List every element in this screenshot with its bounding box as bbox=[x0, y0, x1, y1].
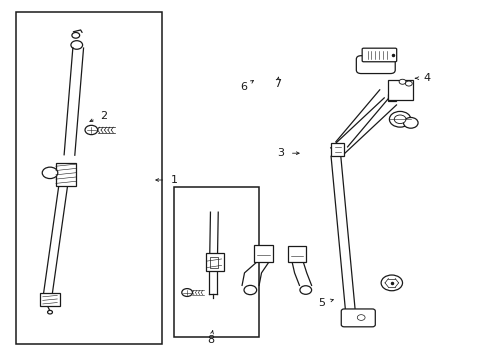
Text: 7: 7 bbox=[273, 78, 281, 89]
FancyBboxPatch shape bbox=[341, 309, 374, 327]
Circle shape bbox=[85, 125, 98, 135]
Circle shape bbox=[398, 79, 405, 84]
Bar bbox=[254, 245, 272, 262]
Text: 2: 2 bbox=[100, 111, 107, 121]
Bar bbox=[387, 80, 412, 100]
Bar bbox=[330, 143, 343, 156]
Text: 8: 8 bbox=[206, 335, 214, 345]
Circle shape bbox=[47, 310, 52, 314]
Bar bbox=[210, 257, 218, 267]
Bar bbox=[287, 246, 305, 262]
Circle shape bbox=[72, 32, 80, 38]
Circle shape bbox=[182, 289, 192, 296]
Circle shape bbox=[405, 81, 411, 86]
Circle shape bbox=[388, 111, 410, 127]
Bar bbox=[387, 94, 395, 102]
Bar bbox=[16, 12, 162, 344]
Text: 4: 4 bbox=[423, 73, 429, 83]
Circle shape bbox=[299, 286, 311, 294]
Circle shape bbox=[393, 115, 405, 123]
Bar bbox=[40, 293, 60, 306]
Text: 5: 5 bbox=[317, 298, 324, 308]
Bar bbox=[174, 187, 259, 337]
Bar bbox=[205, 253, 224, 271]
Text: 3: 3 bbox=[277, 148, 284, 158]
Circle shape bbox=[244, 285, 256, 295]
Circle shape bbox=[403, 117, 417, 128]
Circle shape bbox=[42, 167, 58, 179]
Circle shape bbox=[380, 275, 402, 291]
Text: 6: 6 bbox=[240, 82, 246, 92]
Circle shape bbox=[357, 315, 365, 320]
Text: 1: 1 bbox=[170, 175, 177, 185]
Bar bbox=[56, 163, 76, 186]
Circle shape bbox=[71, 41, 82, 49]
FancyBboxPatch shape bbox=[362, 48, 396, 62]
FancyBboxPatch shape bbox=[356, 56, 394, 73]
